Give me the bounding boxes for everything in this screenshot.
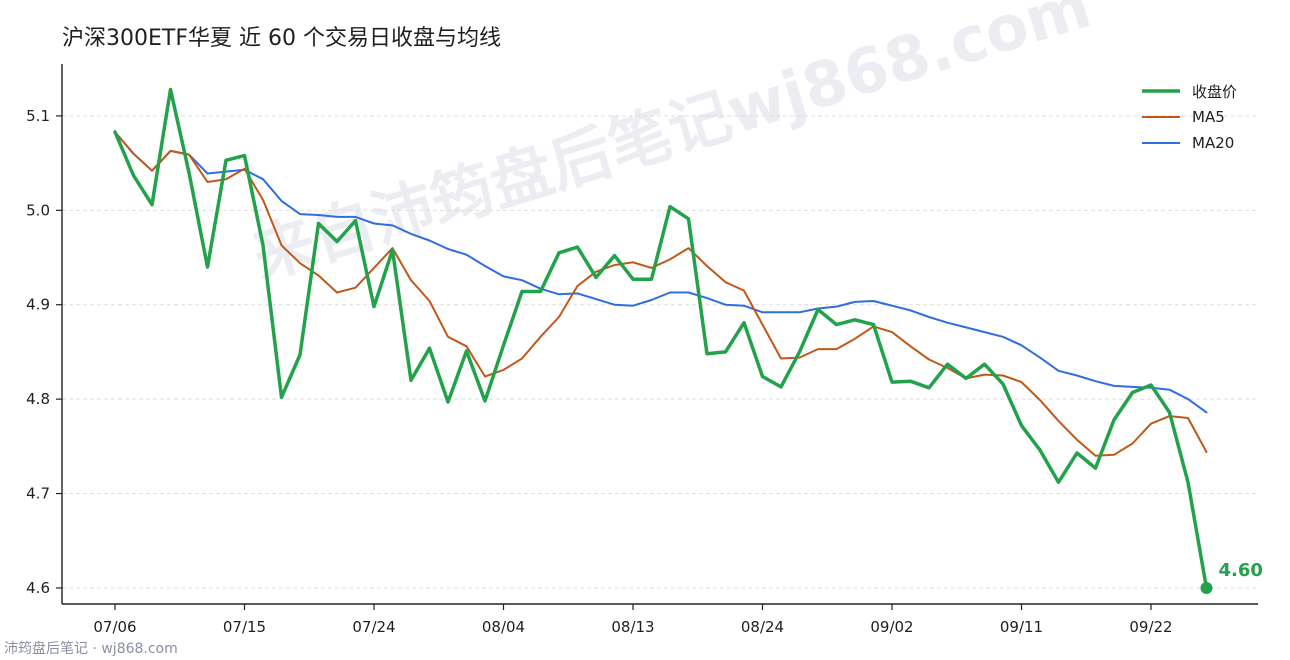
x-tick-label: 08/04 — [482, 618, 525, 636]
y-tick-label: 4.9 — [26, 296, 50, 314]
grid-lines — [62, 115, 1258, 589]
axes — [61, 64, 1258, 605]
x-tick-label: 07/06 — [93, 618, 136, 636]
x-tick-label: 09/11 — [1000, 618, 1043, 636]
x-tick-label: 07/24 — [352, 618, 395, 636]
legend-label-close: 收盘价 — [1192, 82, 1238, 101]
y-tick-label: 5.1 — [26, 107, 50, 125]
x-tick-label: 09/02 — [870, 618, 913, 636]
y-tick-label: 4.6 — [26, 579, 50, 597]
x-tick-label: 08/13 — [611, 618, 654, 636]
x-tick-label: 09/22 — [1129, 618, 1172, 636]
legend: 收盘价 MA5 MA20 — [1142, 78, 1237, 156]
legend-label-ma20: MA20 — [1192, 134, 1235, 152]
series-lines — [113, 87, 1209, 590]
legend-item-ma20[interactable]: MA20 — [1142, 130, 1237, 156]
y-tick-label: 5.0 — [26, 201, 50, 219]
chart-title: 沪深300ETF华夏 近 60 个交易日收盘与均线 — [62, 26, 501, 51]
y-axis-ticks: 4.6 4.7 4.8 4.9 5.0 5.1 — [26, 107, 62, 597]
legend-item-ma5[interactable]: MA5 — [1142, 104, 1237, 130]
x-tick-label: 07/15 — [223, 618, 266, 636]
legend-item-close[interactable]: 收盘价 — [1142, 78, 1237, 104]
legend-label-ma5: MA5 — [1192, 108, 1225, 126]
ma20-line — [114, 131, 1208, 414]
legend-swatch-ma20 — [1142, 142, 1180, 144]
end-annotation: 4.60 — [1200, 560, 1263, 594]
legend-swatch-close — [1142, 89, 1180, 93]
x-axis-ticks: 07/06 07/15 07/24 08/04 08/13 08/24 09/02 09/11… — [93, 604, 1173, 636]
last-close-label: 4.60 — [1219, 560, 1263, 581]
footer-credit: 沛筠盘后笔记 · wj868.com — [4, 641, 178, 657]
y-tick-label: 4.8 — [26, 390, 50, 408]
y-tick-label: 4.7 — [26, 485, 50, 503]
x-tick-label: 08/24 — [741, 618, 784, 636]
legend-swatch-ma5 — [1142, 116, 1180, 118]
last-close-marker — [1200, 581, 1213, 594]
close-price-line — [113, 87, 1209, 590]
ma5-line — [114, 131, 1208, 457]
